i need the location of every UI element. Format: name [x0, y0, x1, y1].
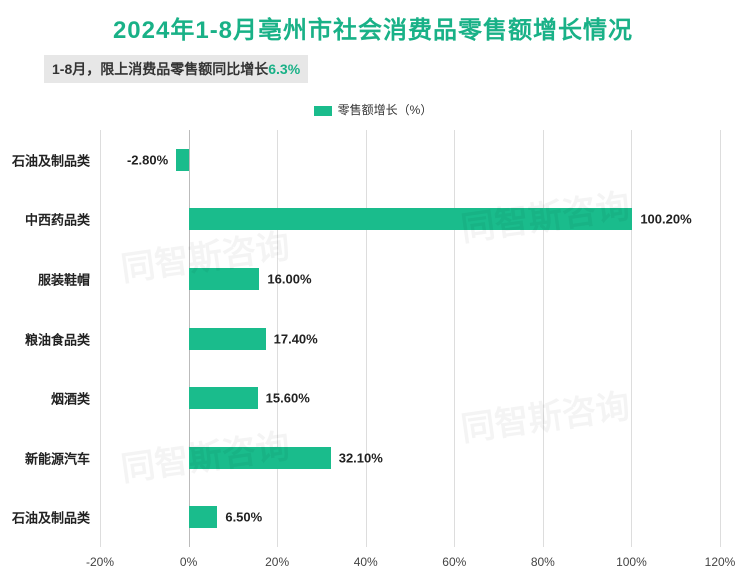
- subtitle-badge: 1-8月，限上消费品零售额同比增长6.3%: [44, 55, 308, 83]
- grid-line: [720, 130, 721, 547]
- bar-value-label: 16.00%: [267, 271, 311, 286]
- bar: [189, 506, 218, 528]
- bar-value-label: 100.20%: [640, 212, 691, 227]
- legend-swatch: [314, 106, 332, 116]
- bar-value-label: 15.60%: [266, 391, 310, 406]
- x-tick-label: -20%: [86, 555, 114, 569]
- x-tick-label: 20%: [265, 555, 289, 569]
- x-tick-label: 40%: [354, 555, 378, 569]
- legend-label: 零售额增长（%）: [338, 103, 433, 117]
- bar: [189, 208, 633, 230]
- bar: [176, 149, 188, 171]
- category-label: 石油及制品类: [12, 508, 100, 527]
- legend: 零售额增长（%）: [0, 101, 746, 118]
- bar-value-label: -2.80%: [127, 152, 168, 167]
- plot-area: -20%0%20%40%60%80%100%120%石油及制品类-2.80%中西…: [100, 130, 720, 547]
- grid-line: [454, 130, 455, 547]
- category-label: 中西药品类: [25, 210, 100, 229]
- category-label: 石油及制品类: [12, 150, 100, 169]
- x-tick-label: 60%: [442, 555, 466, 569]
- grid-line: [100, 130, 101, 547]
- subtitle-highlight: 6.3%: [268, 61, 300, 77]
- bar-value-label: 17.40%: [274, 331, 318, 346]
- bar: [189, 447, 331, 469]
- category-label: 烟酒类: [51, 389, 100, 408]
- category-label: 服装鞋帽: [38, 269, 100, 288]
- grid-line: [631, 130, 632, 547]
- subtitle-container: 1-8月，限上消费品零售额同比增长6.3%: [44, 55, 746, 83]
- grid-line: [543, 130, 544, 547]
- bar-value-label: 6.50%: [225, 510, 262, 525]
- x-tick-label: 120%: [705, 555, 736, 569]
- bar: [189, 328, 266, 350]
- category-label: 粮油食品类: [25, 329, 100, 348]
- x-tick-label: 100%: [616, 555, 647, 569]
- bar-value-label: 32.10%: [339, 450, 383, 465]
- category-label: 新能源汽车: [25, 448, 100, 467]
- x-tick-label: 0%: [180, 555, 197, 569]
- grid-line: [366, 130, 367, 547]
- x-tick-label: 80%: [531, 555, 555, 569]
- subtitle-prefix: 1-8月，限上消费品零售额同比增长: [52, 61, 268, 77]
- bar: [189, 387, 258, 409]
- bar: [189, 268, 260, 290]
- chart-title: 2024年1-8月亳州市社会消费品零售额增长情况: [0, 0, 746, 45]
